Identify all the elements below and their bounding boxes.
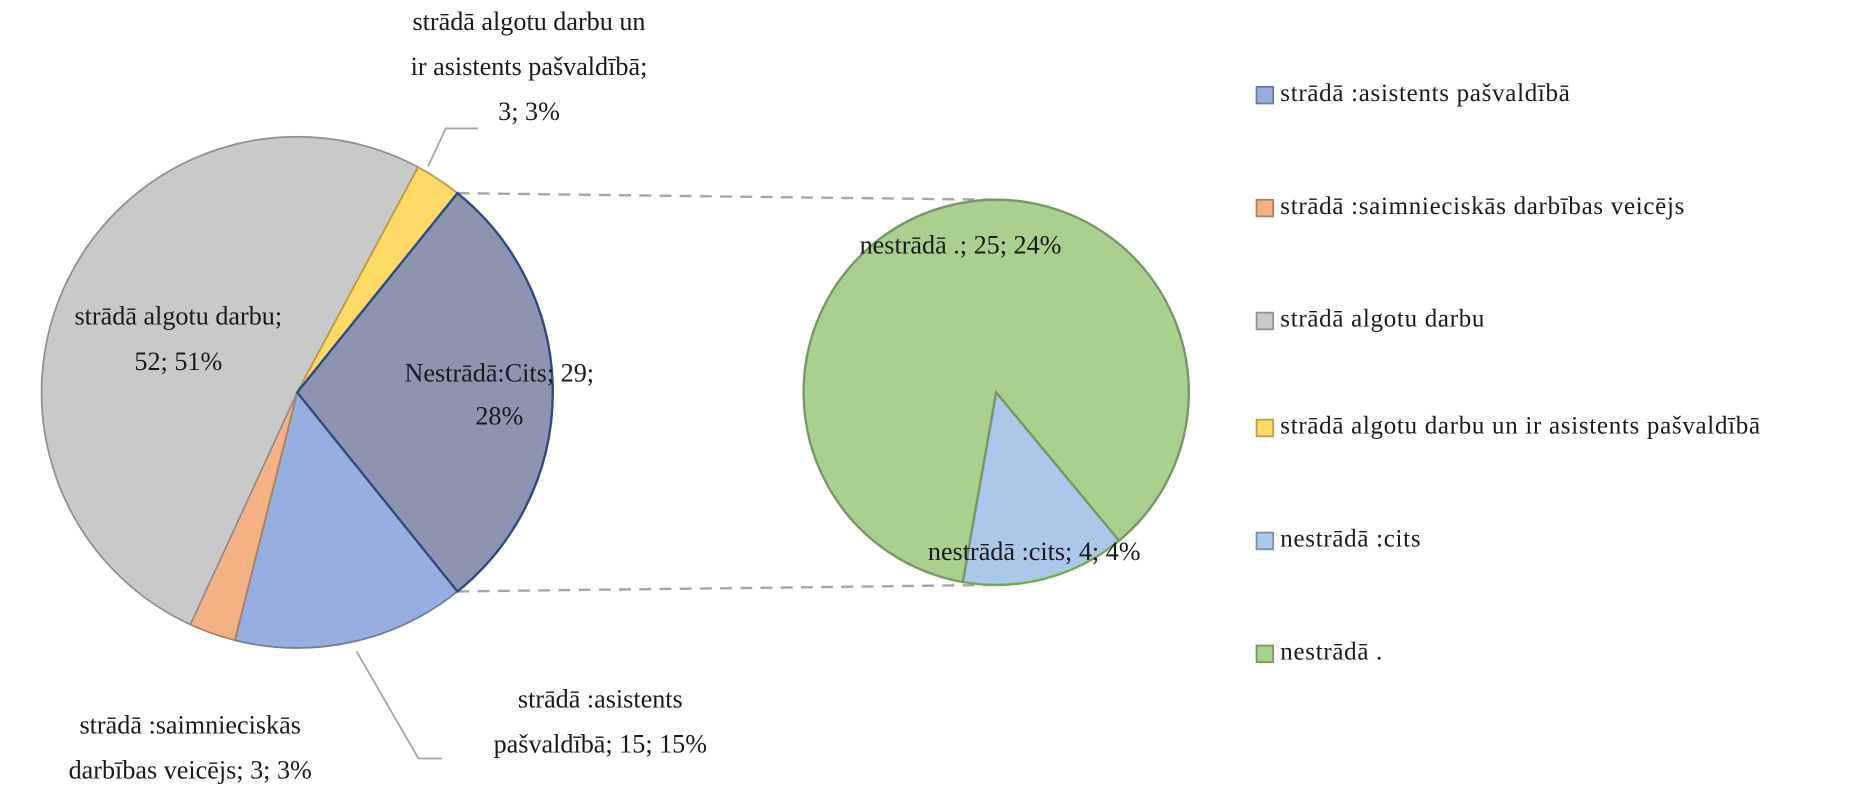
legend-text: strādā algotu darbu un ir asistents pašv… (1280, 413, 1760, 440)
data-label: pašvaldībā; 15; 15% (494, 730, 707, 759)
connector-line (457, 192, 997, 201)
data-label: nestrādā :cits; 4; 4% (928, 537, 1141, 566)
data-label: strādā :asistents (518, 684, 683, 713)
pie-slice (233, 390, 459, 649)
legend-swatch (1255, 418, 1275, 438)
legend-swatch (1255, 644, 1275, 664)
legend-text: strādā :saimnieciskās darbības veicējs (1280, 193, 1685, 220)
data-label: 28% (475, 401, 523, 430)
data-label: strādā :saimnieciskās (80, 711, 301, 740)
legend-text: nestrādā . (1280, 639, 1383, 666)
legend-swatch (1255, 531, 1275, 551)
leader-line (427, 127, 478, 167)
legend-swatch (1255, 85, 1275, 105)
data-label: Nestrādā:Cits; 29; (405, 359, 595, 388)
data-label: 3; 3% (498, 97, 560, 126)
legend-text: strādā algotu darbu (1280, 306, 1485, 333)
data-label: ir asistents pašvaldībā; (411, 52, 648, 81)
pie-slice (802, 198, 1190, 584)
legend-text: strādā :asistents pašvaldībā (1280, 80, 1570, 107)
legend-text: nestrādā :cits (1280, 526, 1421, 553)
data-label: darbības veicējs; 3; 3% (69, 756, 312, 785)
legend-swatch (1255, 311, 1275, 331)
data-label: nestrādā .; 25; 24% (860, 230, 1062, 259)
data-label: 52; 51% (134, 347, 222, 376)
data-label: strādā algotu darbu; (75, 302, 283, 331)
pie-slice (40, 135, 420, 626)
leader-line (355, 651, 443, 760)
connector-line (457, 583, 997, 593)
pie-slice (961, 389, 1121, 587)
pie-slice (295, 191, 554, 594)
legend-swatch (1255, 198, 1275, 218)
data-label: strādā algotu darbu un (412, 7, 645, 36)
